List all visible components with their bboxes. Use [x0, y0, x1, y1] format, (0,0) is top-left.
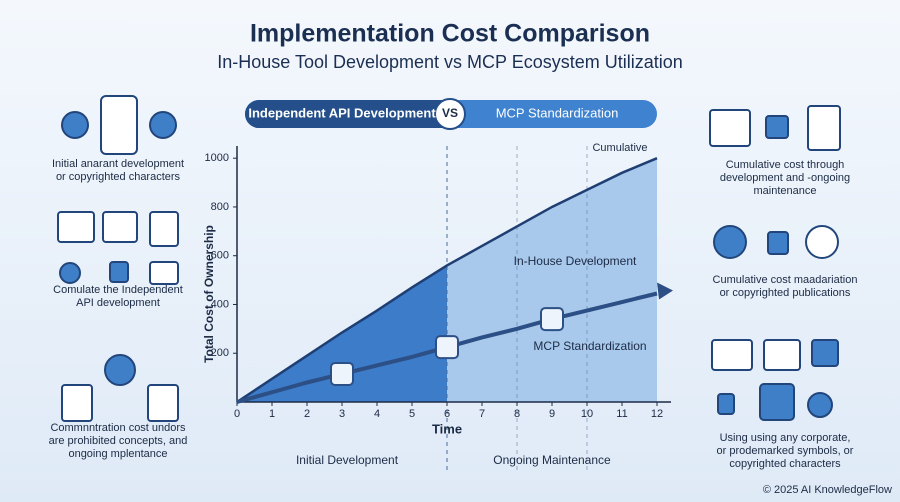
gear-icon [713, 225, 747, 259]
right-icons [709, 105, 841, 421]
caption-line: development and -ongoing [720, 172, 850, 184]
connector-icon [435, 335, 459, 360]
y-tick-label: 800 [211, 201, 229, 213]
y-tick-label: 1000 [205, 152, 229, 164]
doc-icon [149, 211, 179, 247]
gear-icon [59, 262, 81, 284]
checklist-icon [807, 105, 841, 151]
x-tick-label: 7 [479, 408, 485, 420]
connector-icon [540, 307, 564, 332]
annotation: Cumulative [592, 142, 647, 154]
server-icon [759, 383, 795, 421]
caption-line: Commnntration cost undors [50, 422, 186, 434]
left-icons [57, 95, 179, 422]
x-tick-label: 0 [234, 408, 240, 420]
subtitle: In-House Tool Development vs MCP Ecosyst… [217, 52, 683, 72]
x-tick-label: 2 [304, 408, 310, 420]
caption-line: or copyrighted characters [56, 171, 181, 183]
caption-line: Cumulative cost through [726, 159, 845, 171]
plug-icon [767, 231, 789, 255]
toggle-left-bg [245, 100, 450, 128]
footer: © 2025 AI KnowledgeFlow [763, 484, 892, 496]
caption-line: maintenance [754, 185, 817, 197]
gear-icon [104, 354, 136, 386]
caption-line: copyrighted characters [729, 458, 841, 470]
toggle-left: Independent API Development [248, 105, 436, 120]
caption-line: are prohibited concepts, and [49, 435, 188, 447]
x-tick-label: 1 [269, 408, 275, 420]
caption-line: Comulate the Independent [53, 284, 183, 296]
window-icon [709, 109, 751, 147]
globe-icon [805, 225, 839, 259]
x-tick-label: 12 [651, 408, 663, 420]
x-tick-label: 11 [616, 408, 627, 420]
plug-icon [717, 393, 735, 415]
caption-line: ongoing mplentance [68, 448, 167, 460]
x-tick-label: 6 [444, 408, 450, 420]
chart-icon [763, 339, 801, 371]
tablet-icon [100, 95, 138, 155]
y-tick-label: 400 [211, 298, 229, 310]
caption-line: or copyrighted publications [720, 287, 851, 299]
plug-icon [109, 261, 129, 283]
caption-line: Cumulative cost maadariation [713, 274, 858, 286]
cube-icon [811, 339, 839, 367]
title: Implementation Cost Comparison [250, 20, 650, 48]
doc-icon [57, 211, 95, 243]
x-tick-label: 3 [339, 408, 345, 420]
phase-label: Initial Development [296, 453, 399, 467]
doc-icon [147, 384, 179, 422]
doc-icon [61, 384, 93, 422]
gear-icon [807, 392, 833, 418]
toggle-right: MCP Standardization [496, 105, 619, 120]
series-line [236, 157, 658, 404]
phase-label: Ongoing Maintenance [493, 453, 611, 467]
y-tick-label: 600 [211, 250, 229, 262]
arrow-head [657, 282, 673, 300]
series-label: MCP Standardization [533, 339, 646, 353]
window-icon [711, 339, 753, 371]
y-tick-label: 200 [211, 347, 229, 359]
caption-line: Initial anarant development [52, 158, 184, 170]
caption-line: API development [76, 297, 160, 309]
x-tick-label: 8 [514, 408, 520, 420]
vs-circle [434, 98, 466, 130]
connector-icon [330, 361, 354, 386]
x-tick-label: 9 [549, 408, 555, 420]
y-axis-label: Total Cost of Ownership [202, 225, 216, 363]
series-label: In-House Development [514, 254, 637, 268]
series-area [237, 158, 657, 402]
toggle: Independent API Development VS MCP Stand… [245, 98, 657, 130]
code-icon [102, 211, 138, 243]
caption-line: or prodemarked symbols, or [717, 445, 854, 457]
x-tick-label: 4 [374, 408, 380, 420]
caption-line: Using using any corporate, [720, 432, 851, 444]
x-tick-label: 10 [581, 408, 593, 420]
plug-icon [765, 115, 789, 139]
gear-icon [149, 111, 177, 139]
window-icon [149, 261, 179, 285]
x-axis-label: Time [432, 421, 462, 436]
x-tick-label: 5 [409, 408, 415, 420]
gear-icon [61, 111, 89, 139]
toggle-vs: VS [442, 106, 458, 120]
